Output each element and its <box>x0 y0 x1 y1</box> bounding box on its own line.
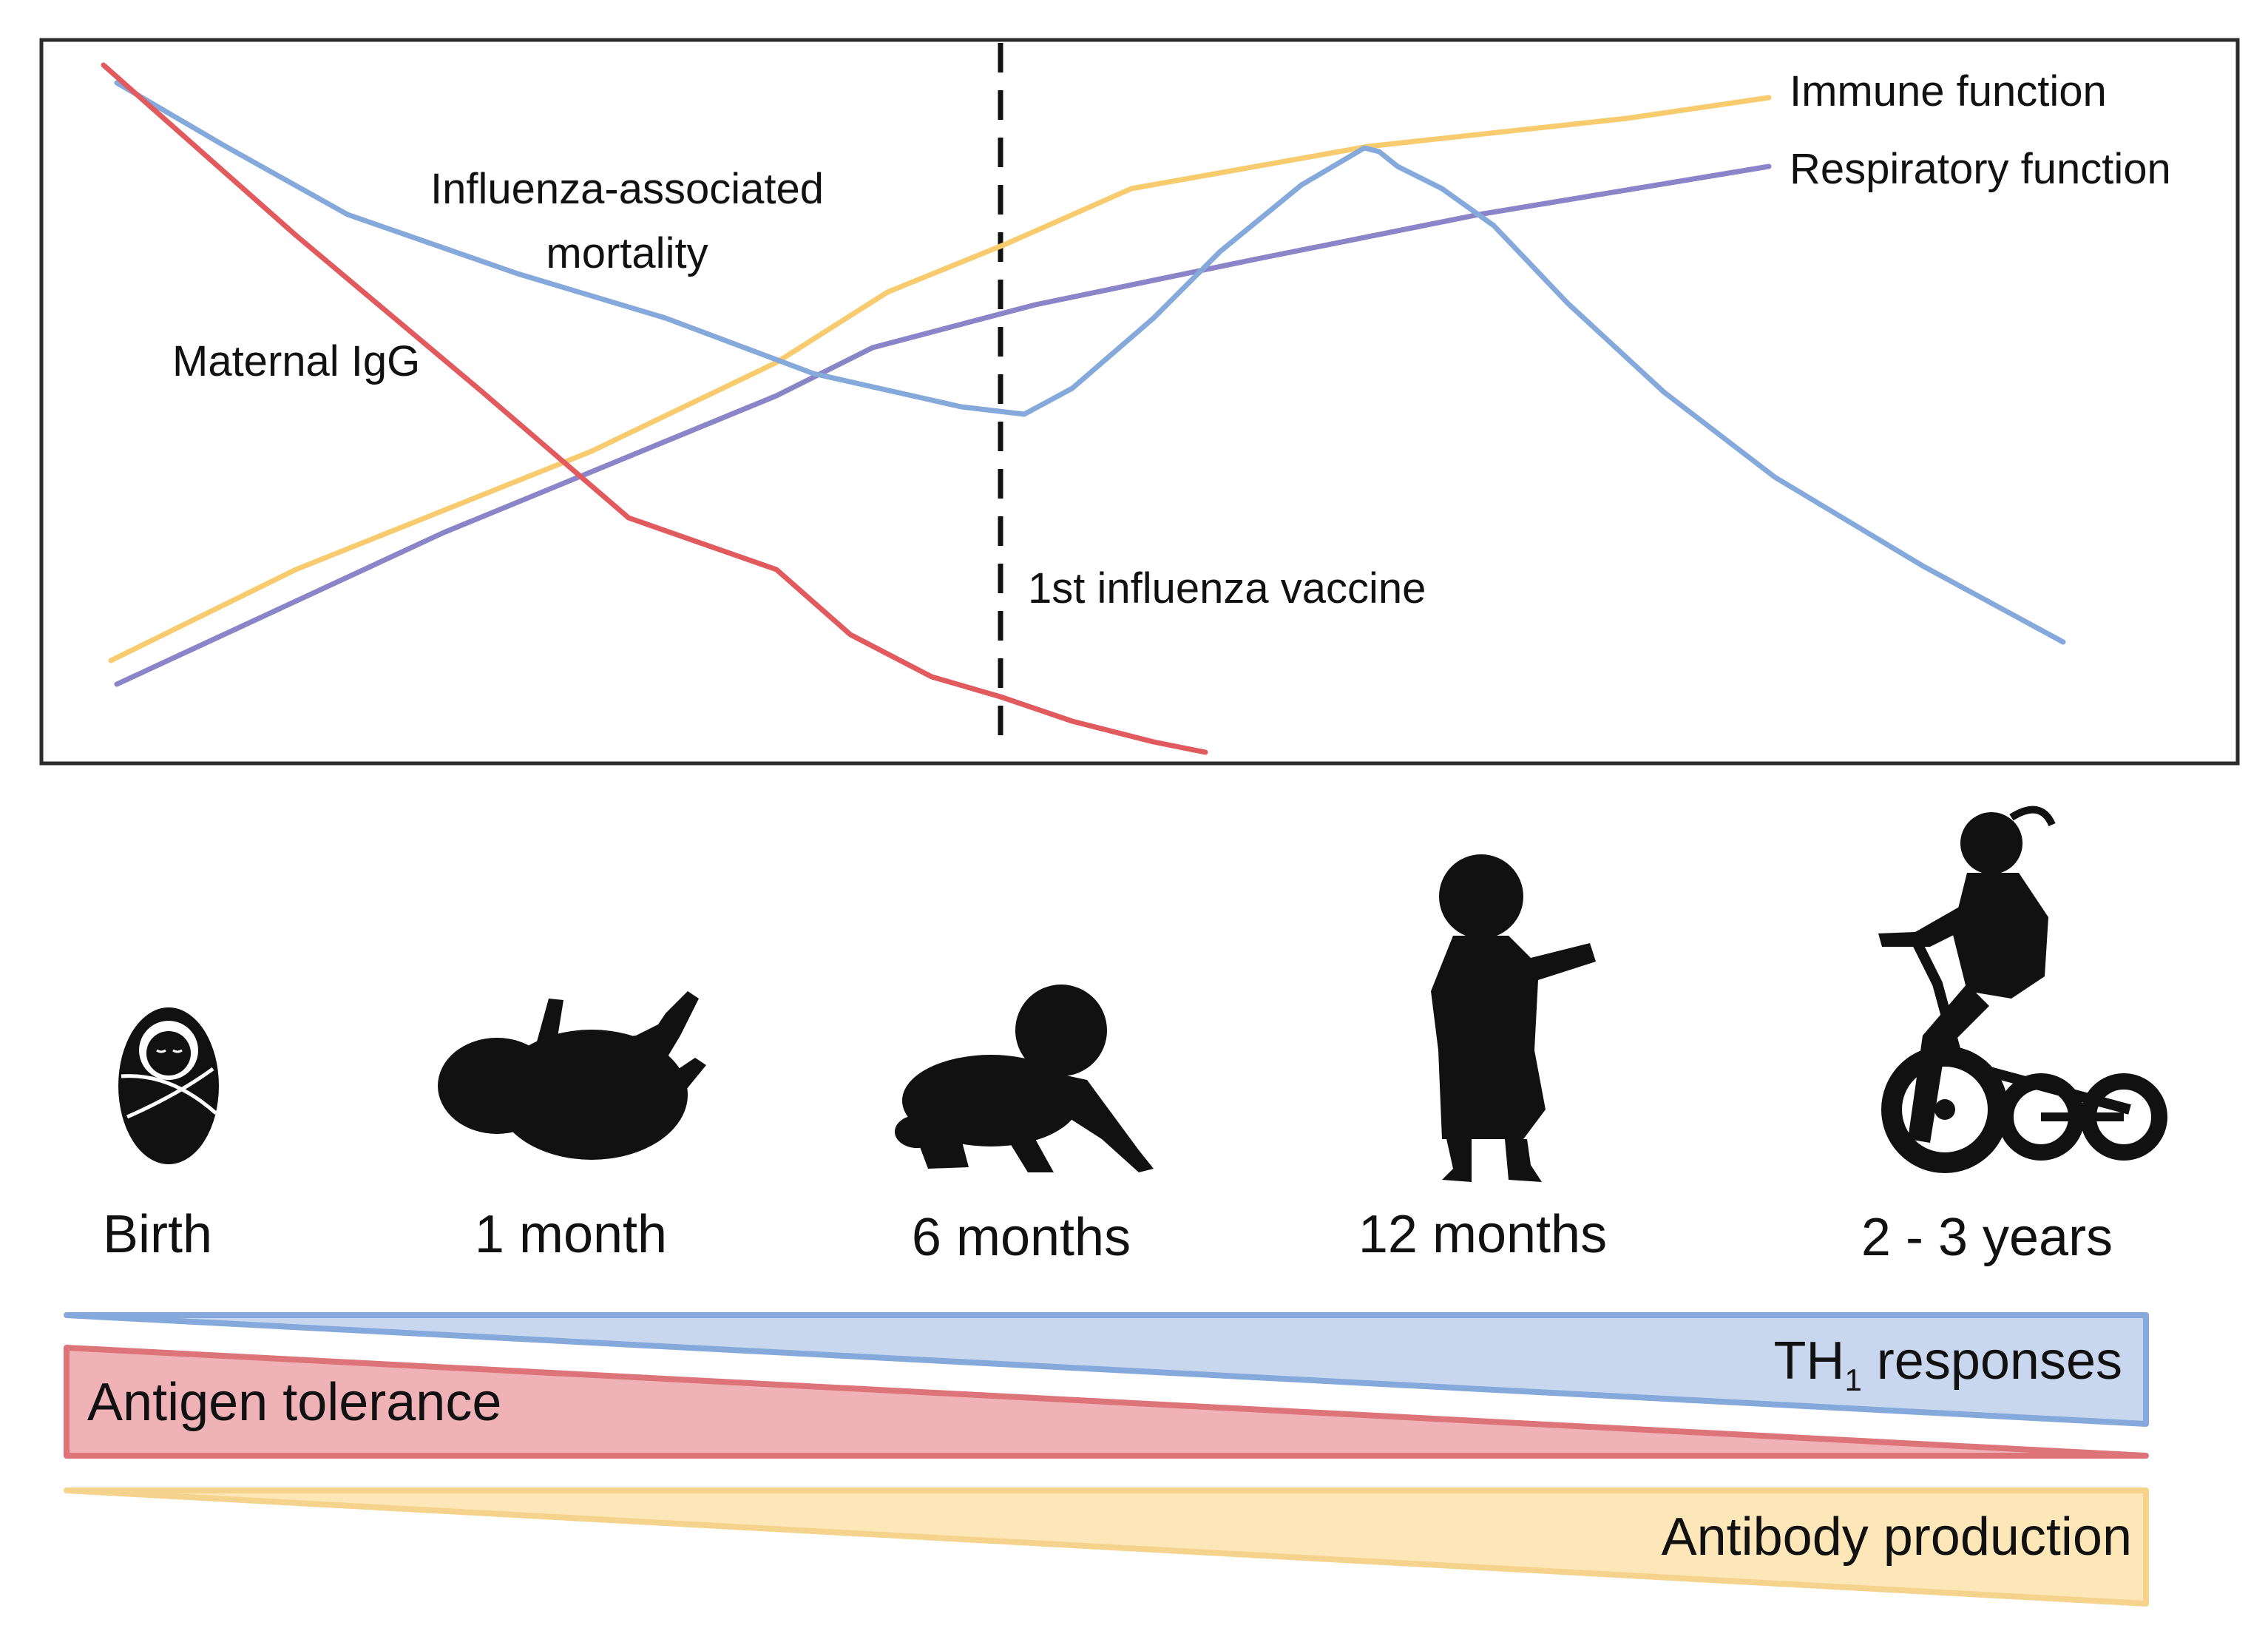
series-influenza-mortality <box>114 80 2066 645</box>
timeline-labels: Birth 1 month 6 months 12 months 2 - 3 y… <box>103 1205 2113 1267</box>
label-respiratory-function: Respiratory function <box>1790 145 2171 193</box>
newborn-icon <box>118 1007 219 1164</box>
label-mortality-line2: mortality <box>546 229 708 277</box>
th1-suffix: responses <box>1862 1331 2122 1391</box>
chart-panel: Maternal IgG Influenza-associated mortal… <box>39 38 2240 766</box>
age-label: 6 months <box>912 1208 1131 1267</box>
antigen-tolerance-bar <box>64 1345 2149 1459</box>
label-mortality-line1: Influenza-associated <box>430 165 824 213</box>
trend-bars: TH1 responses Antigen tolerance Antibody… <box>64 1312 2149 1607</box>
child-tricycle-icon <box>1878 806 2167 1173</box>
antibody-production-bar <box>64 1487 2149 1607</box>
antigen-tolerance-label: Antigen tolerance <box>87 1373 501 1432</box>
label-maternal-igg: Maternal IgG <box>172 337 420 385</box>
label-vaccine: 1st influenza vaccine <box>1028 564 1426 612</box>
age-label: 2 - 3 years <box>1861 1208 2113 1267</box>
th1-bar <box>64 1312 2149 1427</box>
series-respiratory-function <box>114 163 1772 687</box>
th1-label: TH1 responses <box>1773 1331 2122 1397</box>
age-label: 1 month <box>475 1205 667 1264</box>
th1-subscript: 1 <box>1844 1362 1861 1397</box>
silhouettes <box>118 806 2167 1182</box>
six-month-baby-icon <box>895 985 1154 1172</box>
series-maternal-igg <box>101 62 1208 755</box>
age-label: Birth <box>103 1205 212 1264</box>
series-immune-function <box>108 95 1772 663</box>
label-immune-function: Immune function <box>1790 67 2107 115</box>
twelve-month-baby-icon <box>1431 854 1596 1182</box>
antibody-production-label: Antibody production <box>1662 1507 2132 1567</box>
chart-frame <box>39 38 2240 766</box>
age-label: 12 months <box>1358 1205 1607 1264</box>
one-month-baby-icon <box>438 991 706 1160</box>
th1-prefix: TH <box>1773 1331 1844 1391</box>
